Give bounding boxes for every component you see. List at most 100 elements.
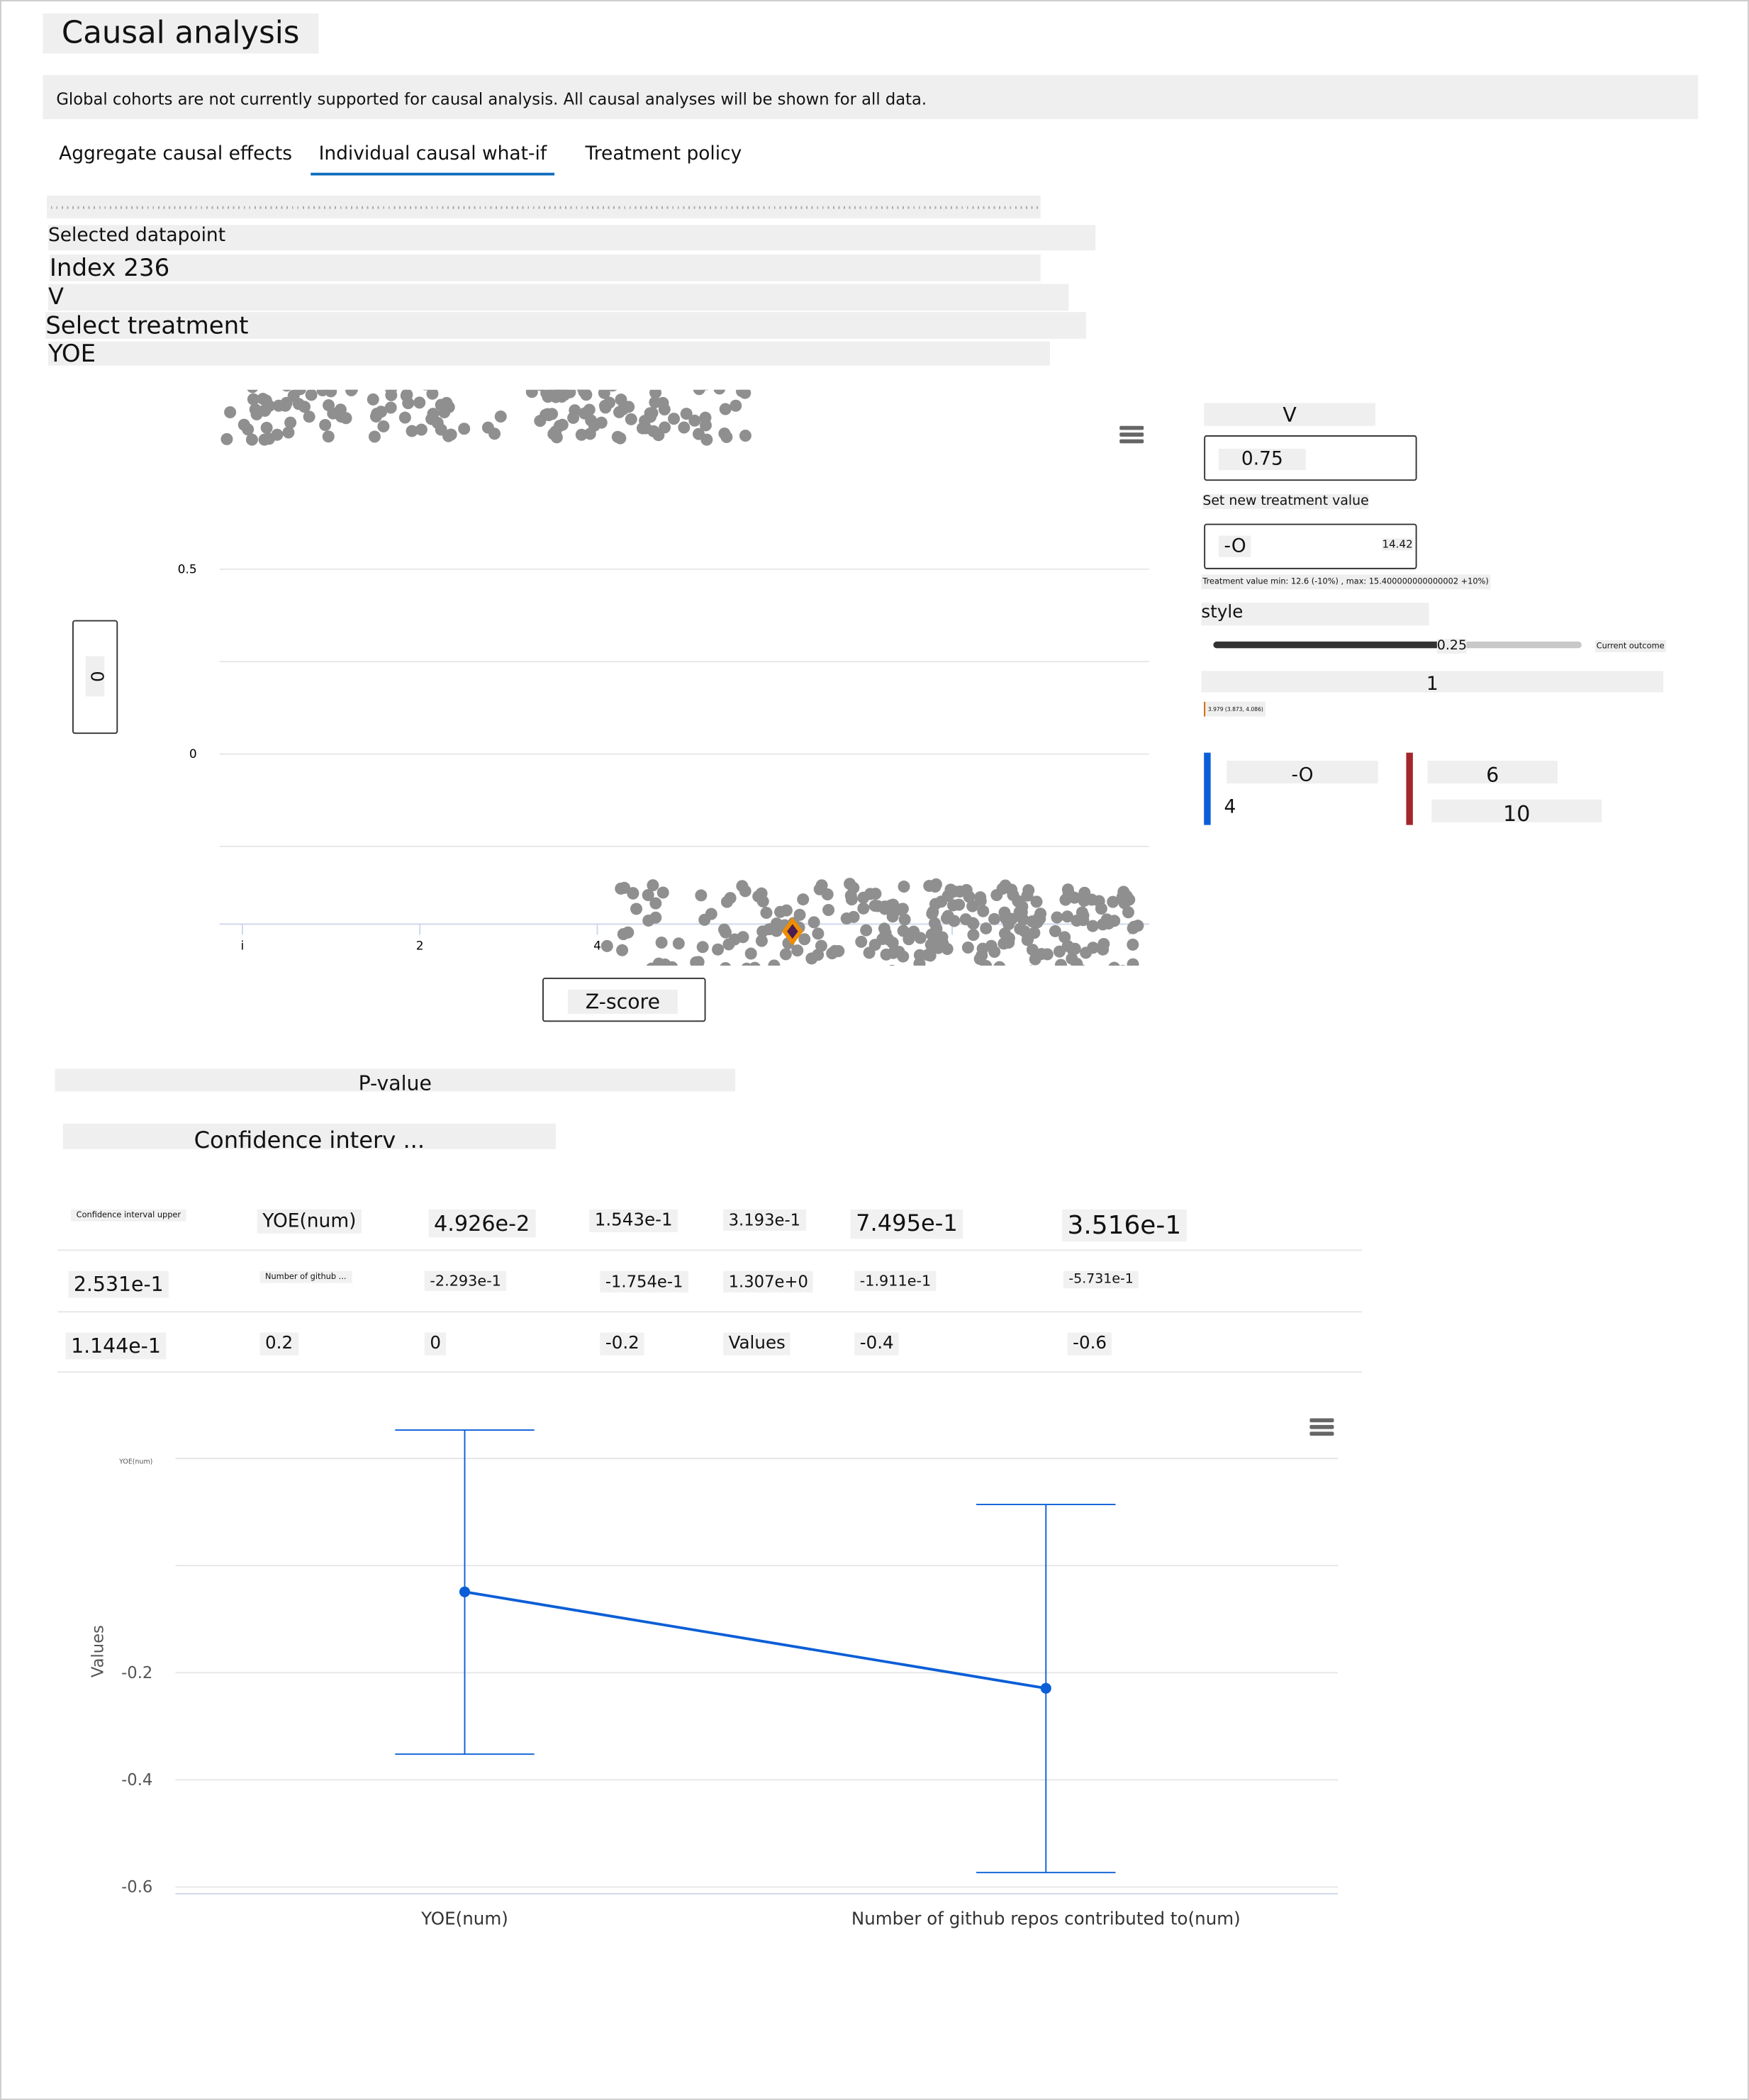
data-point bbox=[526, 390, 538, 398]
y-tick-label: 0.5 bbox=[178, 562, 197, 576]
data-point bbox=[1107, 896, 1119, 908]
data-point bbox=[385, 401, 397, 413]
chart-menu-icon[interactable] bbox=[1309, 1416, 1334, 1439]
data-point bbox=[445, 428, 457, 440]
data-point bbox=[988, 913, 1000, 925]
data-point bbox=[601, 940, 613, 952]
y-tick-label: 1 bbox=[189, 390, 197, 392]
x-axis-selector-button[interactable]: Z-score bbox=[542, 978, 705, 1022]
data-point bbox=[699, 412, 711, 424]
table-cell: -0.4 bbox=[854, 1333, 899, 1356]
data-point bbox=[930, 922, 942, 934]
data-point bbox=[688, 415, 700, 427]
current-value-field[interactable]: 0.75 bbox=[1204, 435, 1416, 481]
y-tick-label: -0.2 bbox=[121, 1664, 152, 1682]
data-point bbox=[720, 403, 732, 415]
data-point bbox=[963, 890, 976, 903]
data-point bbox=[1077, 910, 1089, 922]
data-point bbox=[857, 903, 869, 915]
data-point bbox=[1087, 920, 1099, 932]
description-text bbox=[47, 196, 1041, 218]
data-point bbox=[922, 949, 934, 961]
data-point bbox=[1054, 946, 1066, 958]
data-point bbox=[864, 946, 876, 959]
data-point bbox=[319, 419, 331, 431]
data-point bbox=[657, 886, 669, 898]
data-point bbox=[459, 1587, 470, 1597]
data-point bbox=[1127, 959, 1139, 966]
data-point bbox=[246, 434, 258, 446]
data-point bbox=[1127, 939, 1139, 951]
y-axis-title: Values bbox=[89, 1625, 107, 1677]
data-point bbox=[1022, 884, 1034, 896]
table-cell: Confidence interval upper bbox=[71, 1210, 186, 1222]
table-cell: 1.307e+0 bbox=[723, 1271, 813, 1292]
data-point bbox=[998, 907, 1010, 919]
data-point bbox=[1108, 962, 1120, 966]
data-point bbox=[942, 910, 954, 922]
data-point bbox=[876, 933, 888, 945]
data-point bbox=[768, 959, 780, 966]
data-point bbox=[745, 948, 757, 960]
data-point bbox=[855, 936, 867, 948]
new-treatment-input[interactable]: -O 14.42 bbox=[1204, 524, 1416, 569]
data-point bbox=[808, 916, 820, 928]
data-point bbox=[247, 390, 259, 393]
slider-value: 0.25 bbox=[1437, 639, 1467, 654]
data-point bbox=[622, 927, 634, 939]
y-axis-selector-button[interactable]: 0 bbox=[72, 620, 118, 735]
data-point bbox=[306, 390, 318, 401]
x-tick-label: 2 bbox=[416, 939, 424, 953]
data-point bbox=[967, 917, 979, 929]
selected-datapoint-label: Selected datapoint bbox=[48, 225, 1095, 250]
red-card-bar bbox=[1406, 753, 1412, 825]
tab-individual-causal-what-if[interactable]: Individual causal what-if bbox=[311, 140, 554, 175]
data-point bbox=[642, 915, 654, 927]
data-point bbox=[618, 882, 630, 894]
data-point bbox=[812, 927, 824, 939]
outcome-value: 1 bbox=[1201, 671, 1663, 692]
table-cell: 4.926e-2 bbox=[428, 1210, 535, 1238]
data-point bbox=[644, 410, 656, 423]
select-treatment-label: Select treatment bbox=[45, 312, 1086, 339]
data-point bbox=[649, 390, 661, 399]
data-point bbox=[864, 888, 876, 900]
data-point bbox=[977, 905, 989, 917]
x-tick-label: Number of github repos contributed to(nu… bbox=[851, 1908, 1241, 1928]
new-treatment-hint: 14.42 bbox=[1382, 538, 1412, 550]
data-point bbox=[325, 390, 337, 398]
data-point bbox=[323, 430, 335, 442]
data-point bbox=[435, 399, 447, 411]
data-point bbox=[659, 421, 671, 433]
data-point bbox=[543, 409, 555, 421]
x-tick-label: YOE(num) bbox=[420, 1908, 508, 1928]
data-point bbox=[845, 890, 857, 902]
selected-datapoint-dropdown[interactable]: Index 236 bbox=[50, 255, 1041, 281]
data-point bbox=[967, 929, 979, 941]
data-point bbox=[693, 390, 705, 396]
table-cell: 1.144e-1 bbox=[66, 1333, 167, 1360]
data-point bbox=[697, 941, 709, 953]
blue-card-bar bbox=[1204, 753, 1210, 825]
page-title: Causal analysis bbox=[43, 13, 318, 54]
table-cell: -0.2 bbox=[600, 1333, 644, 1356]
data-point bbox=[923, 880, 935, 892]
data-point bbox=[1058, 931, 1071, 943]
data-point bbox=[495, 410, 507, 423]
tab-aggregate-causal-effects[interactable]: Aggregate causal effects bbox=[51, 140, 301, 167]
data-point bbox=[729, 934, 741, 946]
chart-menu-icon[interactable] bbox=[1119, 423, 1144, 446]
data-point bbox=[425, 413, 437, 425]
blue-card-sub: 4 bbox=[1224, 797, 1236, 818]
data-point bbox=[739, 430, 751, 442]
style-label: style bbox=[1201, 603, 1429, 625]
data-point bbox=[797, 893, 809, 905]
treatment-dropdown[interactable]: YOE bbox=[48, 342, 1050, 366]
data-point bbox=[698, 914, 710, 926]
tab-treatment-policy[interactable]: Treatment policy bbox=[577, 140, 750, 167]
data-point bbox=[1012, 895, 1024, 907]
data-point bbox=[1097, 938, 1110, 950]
series-line bbox=[464, 1592, 1046, 1688]
outcome-slider[interactable] bbox=[1213, 642, 1581, 648]
confidence-interval-label: Confidence interv ... bbox=[63, 1124, 556, 1149]
